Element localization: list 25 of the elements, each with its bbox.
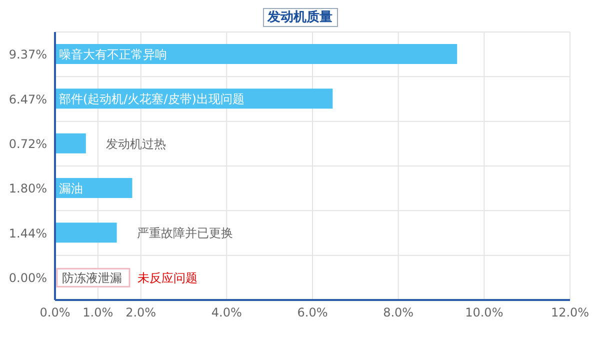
x-tick-label: 4.0% — [211, 306, 242, 320]
data-label: 9.37% — [8, 48, 47, 62]
x-tick-label: 1.0% — [82, 306, 114, 320]
bar — [55, 222, 117, 243]
data-label: 6.47% — [8, 92, 47, 106]
data-label: 1.80% — [8, 182, 47, 196]
x-tick-label: 12.0% — [550, 306, 590, 320]
x-tick-label: 2.0% — [126, 306, 156, 320]
y-tick-label: 严重故障并已更换 — [136, 226, 233, 240]
bar — [55, 44, 458, 64]
chart-title: 发动机质量 — [262, 8, 338, 27]
y-tick-label: 部件(起动机/火花塞/皮带)出现问题 — [59, 92, 244, 106]
bar — [55, 133, 86, 154]
x-tick-label: 8.0% — [383, 306, 414, 320]
x-tick-label: 6.0% — [297, 306, 328, 320]
data-label: 1.44% — [8, 226, 47, 240]
y-tick-label: 防冻液泄漏 — [62, 271, 122, 286]
y-tick-label: 漏油 — [59, 182, 83, 196]
y-tick-label: 发动机过热 — [106, 136, 166, 151]
y-tick-label: 噪音大有不正常异响 — [59, 48, 167, 62]
data-label: 0.72% — [8, 136, 47, 151]
x-tick-label: 10.0% — [465, 306, 504, 320]
annotation: 未反应问题 — [138, 271, 198, 286]
data-label: 0.00% — [8, 270, 47, 285]
x-tick-label: 0.0% — [40, 306, 70, 320]
